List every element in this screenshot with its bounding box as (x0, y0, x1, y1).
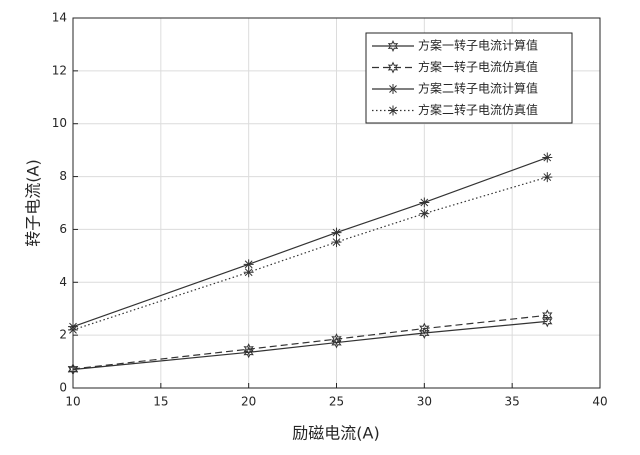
data-marker (331, 333, 342, 346)
data-marker (542, 172, 553, 183)
series-line (72, 320, 548, 371)
data-marker (67, 363, 79, 375)
data-marker (419, 197, 430, 208)
legend-marker (387, 40, 399, 52)
legend-marker (388, 105, 398, 116)
x-tick-label: 25 (329, 395, 344, 409)
data-marker (243, 346, 254, 359)
data-marker (542, 315, 553, 328)
legend-box (365, 32, 573, 124)
data-marker (419, 208, 430, 219)
data-marker (331, 237, 342, 248)
y-tick-label: 6 (59, 222, 67, 236)
x-tick-label: 35 (505, 395, 520, 409)
legend-marker (388, 84, 398, 94)
y-tick-label: 12 (52, 63, 67, 77)
legend-label: 方案一转子电流仿真值 (418, 59, 538, 74)
y-tick-label: 8 (59, 169, 67, 183)
data-marker (419, 322, 430, 335)
y-tick-label: 0 (59, 381, 67, 395)
x-tick-label: 10 (65, 395, 80, 409)
x-tick-label: 15 (153, 395, 168, 409)
x-tick-label: 30 (417, 395, 432, 409)
x-tick-label: 40 (592, 395, 607, 409)
series-line (72, 176, 548, 331)
data-marker (542, 309, 553, 322)
data-marker (331, 336, 342, 349)
data-marker (68, 324, 78, 335)
y-tick-label: 14 (52, 11, 67, 25)
x-axis-label: 励磁电流(A) (292, 424, 379, 443)
y-tick-label: 2 (59, 328, 67, 342)
legend-label: 方案二转子电流计算值 (418, 81, 538, 96)
data-marker (542, 152, 553, 163)
axes-box (72, 17, 601, 389)
y-tick-label: 4 (59, 275, 67, 289)
y-axis-label: 转子电流(A) (24, 159, 43, 246)
y-tick-label: 10 (52, 116, 67, 130)
data-marker (243, 259, 254, 270)
legend-label: 方案一转子电流计算值 (418, 38, 538, 53)
legend-label: 方案二转子电流仿真值 (418, 102, 538, 117)
legend-marker (387, 61, 399, 74)
data-marker (331, 227, 342, 238)
data-marker (243, 267, 254, 278)
data-marker (243, 343, 254, 356)
series-line (72, 314, 548, 370)
x-tick-label: 20 (241, 395, 256, 409)
